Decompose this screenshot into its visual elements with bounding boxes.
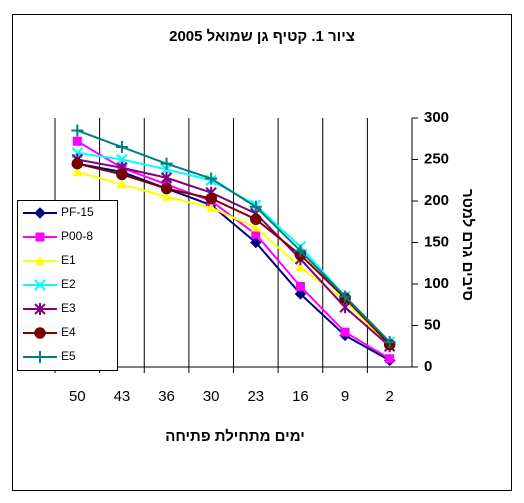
legend-marker [34, 207, 46, 219]
point [294, 244, 307, 257]
x-axis-title: ימים מתחילת פתיחה [165, 428, 305, 445]
y-tick-label: 300 [424, 109, 449, 126]
legend-label: PF-15 [61, 205, 94, 219]
series-line [77, 162, 391, 362]
point [249, 200, 262, 213]
legend-label: E4 [61, 325, 76, 339]
y-tick-label: 150 [424, 233, 449, 250]
point [295, 262, 306, 272]
point [116, 153, 128, 166]
point [294, 288, 307, 300]
legend-marker [34, 351, 46, 363]
x-tick-label: 23 [247, 388, 264, 405]
point [115, 141, 128, 154]
legend-label: E3 [61, 301, 76, 315]
series-line [77, 162, 391, 346]
y-axis-title: סיבים גרם למטר [459, 189, 476, 301]
point [339, 290, 352, 303]
x-tick-label: 30 [203, 388, 220, 405]
x-tick-label: 36 [158, 388, 175, 405]
point [72, 166, 83, 176]
point [250, 236, 262, 249]
x-tick-label: 43 [114, 388, 131, 405]
y-tick-label: 0 [424, 358, 432, 375]
point [71, 157, 84, 170]
point [340, 327, 350, 337]
legend-marker [34, 303, 46, 315]
point [250, 213, 262, 226]
point [116, 168, 128, 181]
point [160, 171, 173, 184]
series-line [76, 129, 391, 343]
point [250, 222, 261, 232]
y-tick-label: 250 [424, 150, 449, 167]
legend-label: E2 [61, 277, 76, 291]
legend-label: E5 [61, 349, 76, 363]
point [383, 336, 396, 349]
x-tick-label: 50 [69, 388, 86, 405]
point [205, 172, 218, 185]
legend-label: E1 [61, 253, 76, 267]
point [116, 179, 127, 189]
legend-label: P00-8 [61, 229, 93, 243]
point [71, 124, 84, 137]
point [161, 191, 172, 201]
point [160, 182, 173, 195]
legend-marker [34, 327, 46, 339]
point [251, 229, 261, 239]
point [205, 192, 217, 205]
series-line [77, 170, 391, 347]
point [160, 157, 173, 170]
point [72, 136, 82, 146]
point [385, 354, 395, 364]
y-tick-label: 100 [424, 275, 449, 292]
legend-marker [35, 232, 45, 242]
legend-marker [35, 256, 45, 265]
y-tick-label: 200 [424, 192, 449, 209]
series-line [77, 158, 391, 348]
y-tick-label: 50 [424, 316, 441, 333]
point [206, 202, 217, 212]
x-tick-label: 9 [341, 388, 349, 405]
point [295, 281, 305, 291]
x-tick-label: 2 [386, 388, 394, 405]
x-tick-label: 16 [292, 388, 309, 405]
chart-title: ציור 1. קטיף גן שמואל 2005 [169, 28, 355, 45]
legend-marker [34, 279, 46, 291]
